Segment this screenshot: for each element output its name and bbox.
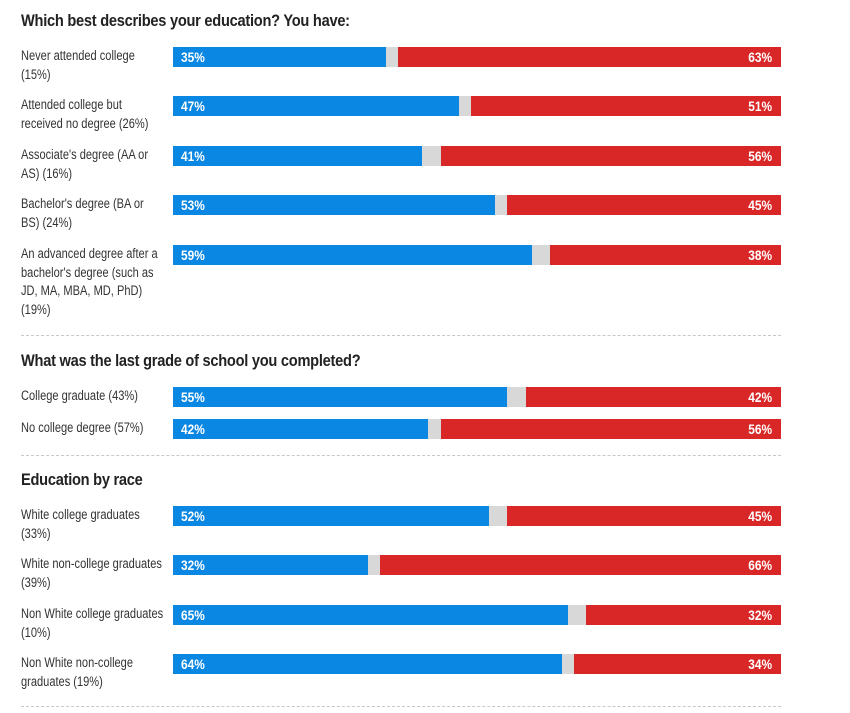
dem-segment: 47% [173,96,459,116]
row-label: No college degree (57%) [21,420,144,435]
row-label: Attended college but received no degree … [21,97,149,131]
row-label: White college graduates (33%) [21,507,140,541]
dem-segment: 53% [173,195,496,215]
rep-segment: 38% [549,245,781,265]
other-segment [507,387,526,407]
other-segment [458,96,471,116]
dem-value-label: 64% [181,656,205,672]
rep-segment: 51% [470,96,781,116]
rep-segment: 45% [507,195,781,215]
rep-value-label: 38% [748,247,772,263]
row-label: White non-college graduates (39%) [21,556,162,590]
stacked-bar: 53% 45% [173,195,781,215]
dem-segment: 59% [173,245,532,265]
rep-value-label: 45% [748,197,772,213]
stacked-bar: 64% 34% [173,654,781,674]
dem-value-label: 65% [181,607,205,623]
section-divider [21,455,781,456]
dem-value-label: 47% [181,98,205,114]
rep-segment: 42% [525,387,781,407]
rep-value-label: 45% [748,508,772,524]
row-label: Non White non-college graduates (19%) [21,655,133,689]
stacked-bar: 32% 66% [173,555,781,575]
stacked-bar: 55% 42% [173,387,781,407]
rep-value-label: 42% [748,389,772,405]
rep-segment: 34% [574,654,781,674]
dem-value-label: 41% [181,148,205,164]
row-label: College graduate (43%) [21,388,138,403]
dem-segment: 65% [173,605,569,625]
other-segment [367,555,380,575]
rep-value-label: 51% [748,98,772,114]
stacked-bar: 41% 56% [173,146,781,166]
dem-value-label: 52% [181,508,205,524]
row-label: Never attended college (15%) [21,48,135,82]
other-segment [568,605,587,625]
rep-value-label: 56% [748,421,772,437]
rep-segment: 66% [379,555,781,575]
dem-segment: 41% [173,146,423,166]
stacked-bar: 52% 45% [173,506,781,526]
other-segment [495,195,508,215]
dem-segment: 32% [173,555,368,575]
rep-segment: 56% [440,146,781,166]
stacked-bar: 65% 32% [173,605,781,625]
rep-value-label: 66% [748,557,772,573]
other-segment [428,419,441,439]
dem-value-label: 59% [181,247,205,263]
section-divider [21,706,781,707]
dem-segment: 42% [173,419,429,439]
dem-segment: 64% [173,654,563,674]
other-segment [531,245,550,265]
stacked-bar: 59% 38% [173,245,781,265]
other-segment [385,47,398,67]
row-label: An advanced degree after a bachelor's de… [21,246,158,317]
dem-value-label: 42% [181,421,205,437]
rep-value-label: 32% [748,607,772,623]
stacked-bar: 47% 51% [173,96,781,116]
section-divider [21,335,781,336]
rep-segment: 32% [586,605,781,625]
row-label: Associate's degree (AA or AS) (16%) [21,147,149,181]
rep-value-label: 34% [748,656,772,672]
rep-value-label: 63% [748,49,772,65]
rep-value-label: 56% [748,148,772,164]
dem-value-label: 53% [181,197,205,213]
dem-segment: 52% [173,506,490,526]
dem-value-label: 55% [181,389,205,405]
dem-segment: 55% [173,387,508,407]
dem-value-label: 32% [181,557,205,573]
section-title: What was the last grade of school you co… [21,351,361,370]
section-title: Education by race [21,470,143,489]
stacked-bar: 42% 56% [173,419,781,439]
section-title: Which best describes your education? You… [21,11,350,30]
row-label: Non White college graduates (10%) [21,606,164,640]
dem-value-label: 35% [181,49,205,65]
rep-segment: 45% [507,506,781,526]
row-label: Bachelor's degree (BA or BS) (24%) [21,196,144,230]
other-segment [489,506,508,526]
other-segment [422,146,441,166]
dem-segment: 35% [173,47,386,67]
rep-segment: 56% [440,419,781,439]
rep-segment: 63% [397,47,781,67]
stacked-bar: 35% 63% [173,47,781,67]
other-segment [562,654,575,674]
